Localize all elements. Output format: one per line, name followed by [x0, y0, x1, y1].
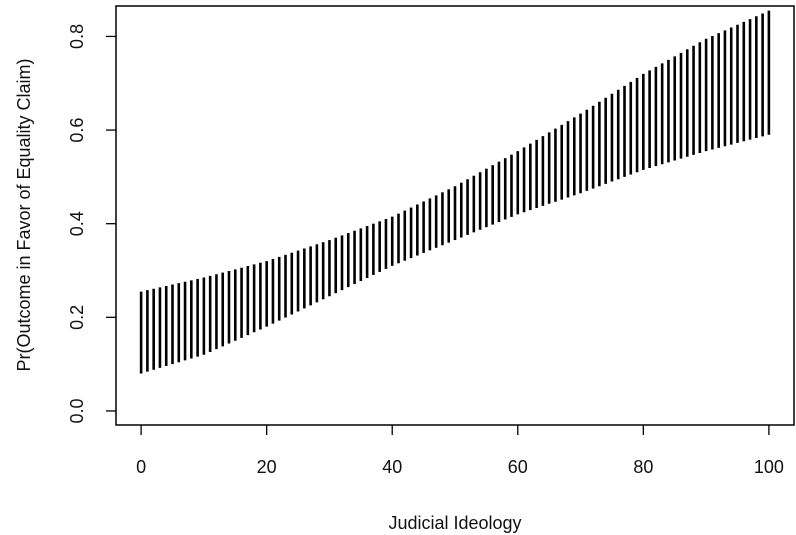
x-tick-label: 60 — [508, 457, 528, 477]
plot-frame — [115, 5, 795, 426]
x-tick-label: 40 — [382, 457, 402, 477]
x-axis-label: Judicial Ideology — [388, 513, 521, 533]
y-tick-label: 0.8 — [67, 24, 87, 49]
y-tick-label: 0.6 — [67, 118, 87, 143]
y-tick-label: 0.0 — [67, 398, 87, 423]
x-axis: 0 20 40 60 80 100 — [136, 425, 784, 477]
x-tick-label: 100 — [754, 457, 784, 477]
x-tick-label: 80 — [633, 457, 653, 477]
y-axis: 0.0 0.2 0.4 0.6 0.8 — [67, 24, 116, 423]
x-tick-label: 0 — [136, 457, 146, 477]
interval-group — [139, 10, 771, 374]
y-axis-label: Pr(Outcome in Favor of Equality Claim) — [14, 58, 34, 371]
y-tick-label: 0.2 — [67, 305, 87, 330]
x-tick-label: 20 — [257, 457, 277, 477]
y-tick-label: 0.4 — [67, 211, 87, 236]
